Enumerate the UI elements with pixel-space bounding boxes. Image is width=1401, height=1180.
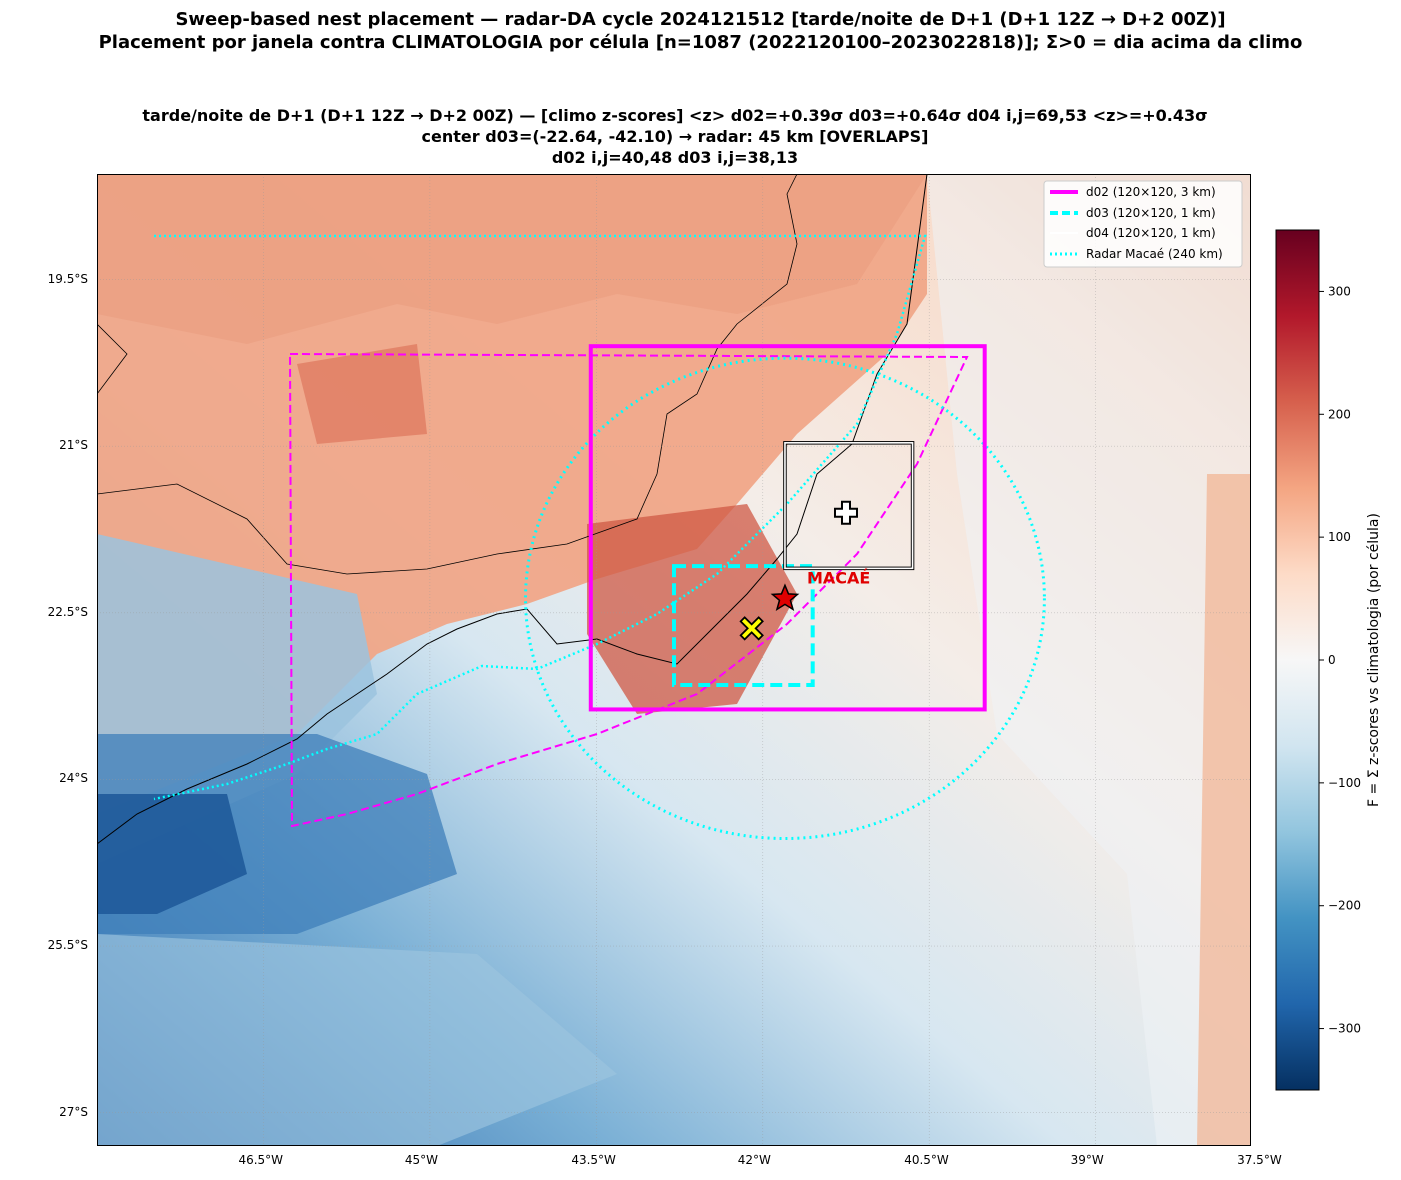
y-tick-label: 27°S [59,1104,88,1119]
x-tick-label: 43.5°W [571,1153,616,1167]
colorbar-tick-label: −300 [1328,1022,1361,1036]
colorbar-tick-label: −100 [1328,776,1361,790]
x-tick-label: 37.5°W [1237,1153,1282,1167]
x-tick-label: 40.5°W [904,1153,949,1167]
legend-label-radar: Radar Macaé (240 km) [1086,247,1223,261]
z-score-hotspot-rio [587,504,797,714]
z-score-neutral-east [927,174,1251,1146]
colorbar: 300 200 100 0 −100 −200 −300 F = Σ z-scores vs… [1275,229,1382,1091]
radar-label: MACAÉ [807,568,870,587]
colorbar-tick-label: 0 [1328,653,1336,667]
y-tick-label: 21°S [59,438,88,453]
coastline [97,174,928,845]
colorbar-tick-label: −200 [1328,899,1361,913]
map-title-line-2: center d03=(-22.64, -42.10) → radar: 45 … [421,127,929,146]
x-tick-label: 45°W [404,1153,439,1167]
colorbar-tick-label: 100 [1328,530,1351,544]
y-tick-label: 24°S [59,771,88,786]
legend-label-d03: d03 (120×120, 1 km) [1086,206,1216,220]
z-score-hotspot-west [297,344,427,444]
radar-star-icon [770,583,800,612]
legend-label-d04: d04 (120×120, 1 km) [1086,226,1216,240]
y-tick-label: 19.5°S [47,271,88,286]
y-tick-label: 22.5°S [47,604,88,619]
state-border-minas-rio [97,174,798,575]
d04-center-cross-icon [833,500,858,525]
x-tick-label: 46.5°W [238,1153,284,1167]
z-score-cold-south [97,934,617,1146]
x-tick-label: 42°W [737,1153,771,1167]
x-tick-label: 39°W [1070,1153,1104,1167]
nest-center-x-icon [739,616,764,641]
legend-label-d02: d02 (120×120, 3 km) [1086,185,1216,199]
d04-domain-box [784,442,914,570]
colorbar-tick-label: 200 [1328,407,1351,421]
z-score-warm-east-edge [1197,474,1251,1146]
figure-title-line-1: Sweep-based nest placement — radar-DA cy… [175,9,1226,30]
colorbar-ticks: 300 200 100 0 −100 −200 −300 [1319,284,1361,1036]
sweep-envelope-outline [289,353,969,828]
d03-domain-box [672,564,815,687]
colorbar-label: F = Σ z-scores vs climatologia (por célu… [1366,513,1382,807]
state-border-west [97,323,128,395]
legend: d02 (120×120, 3 km) d03 (120×120, 1 km) … [1043,180,1243,268]
z-score-north-band [97,174,927,344]
figure-title-line-2: Placement por janela contra CLIMATOLOGIA… [98,32,1303,53]
legend-box [1043,180,1243,268]
map-panel: MACAÉ d02 (120×120, 3 km) d03 (120×120, … [97,174,1251,1146]
sweep-region-outline [153,234,927,801]
map-title-line-3: d02 i,j=40,48 d03 i,j=38,13 [551,148,799,167]
map-frame [97,174,1251,1146]
y-tick-label: 25.5°S [47,938,88,953]
map-title-line-1: tarde/noite de D+1 (D+1 12Z → D+2 00Z) —… [142,106,1208,125]
z-score-cold-core [97,794,247,914]
colorbar-tick-label: 300 [1328,284,1351,298]
d02-domain-box [588,344,987,712]
colorbar-gradient [1275,229,1320,1091]
